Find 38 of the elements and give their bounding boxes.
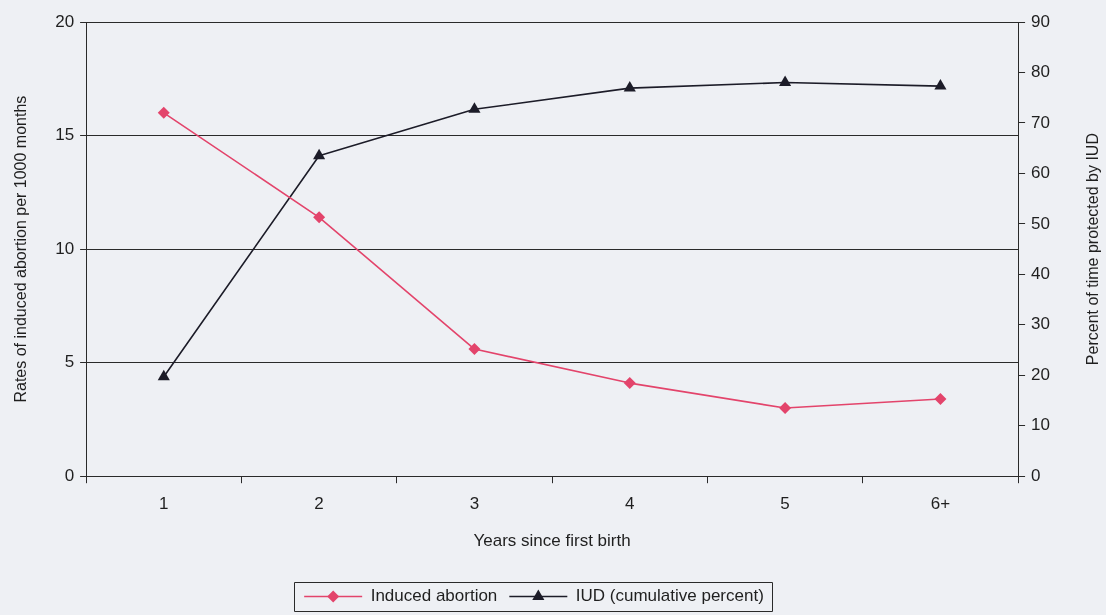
point	[313, 148, 326, 160]
y-tick-label: 20	[55, 11, 75, 31]
y-tick-label: 5	[64, 352, 75, 372]
x-tick-label: 6+	[930, 494, 951, 514]
y-tick-label: 0	[64, 465, 75, 485]
point	[779, 75, 792, 87]
point	[157, 106, 170, 119]
legend-label: IUD (cumulative percent)	[575, 586, 764, 606]
point	[934, 392, 947, 405]
y2-tick-label: 30	[1031, 314, 1051, 334]
y2-tick-label: 0	[1031, 465, 1041, 485]
y-axis-title: Rates of induced abortion per 1000 months	[12, 95, 30, 403]
y2-tick-label: 70	[1031, 112, 1051, 132]
y2-tick-label: 40	[1031, 264, 1051, 284]
y2-tick-label: 50	[1031, 213, 1051, 233]
point	[623, 81, 636, 92]
y2-tick-label: 80	[1031, 62, 1051, 82]
point	[623, 377, 636, 390]
x-tick-label: 3	[469, 494, 480, 514]
x-axis-title: Years since first birth	[473, 531, 631, 551]
y-tick-label: 10	[55, 238, 75, 258]
y2-tick-label: 90	[1031, 11, 1051, 31]
point	[468, 343, 481, 356]
x-tick-label: 1	[159, 494, 169, 514]
legend-label: Induced abortion	[370, 586, 498, 606]
x-tick-label: 5	[780, 494, 790, 514]
y2-tick-label: 10	[1031, 415, 1051, 435]
point	[313, 211, 326, 224]
x-tick-label: 2	[314, 494, 324, 514]
y2-tick-label: 20	[1031, 364, 1051, 384]
y-tick-label: 15	[55, 125, 75, 145]
point	[157, 369, 170, 381]
point	[468, 102, 481, 113]
x-tick-label: 4	[625, 494, 635, 514]
point	[779, 402, 792, 415]
y2-tick-label: 60	[1031, 163, 1051, 183]
y2-axis-title: Percent of time protected by IUD	[1084, 133, 1102, 366]
point	[934, 79, 947, 90]
